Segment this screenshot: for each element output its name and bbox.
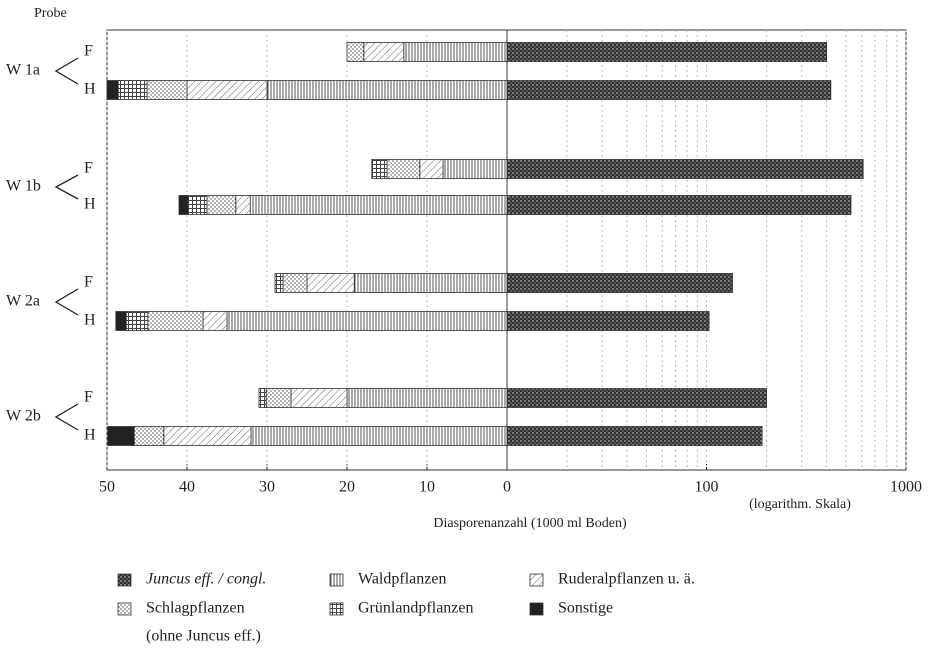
bar: [249, 195, 508, 215]
legend-label: Ruderalpflanzen u. ä.: [558, 571, 695, 588]
legend-swatch: [529, 573, 544, 587]
bar: [506, 80, 832, 100]
legend-label: Waldpflanzen: [358, 571, 446, 588]
log-note: (logarithm. Skala): [749, 497, 851, 512]
bar: [282, 273, 308, 293]
x-tick-label: 10: [419, 479, 435, 496]
x-tick-label: 20: [339, 479, 355, 496]
legend-swatch: [329, 602, 344, 616]
bar: [346, 388, 508, 408]
bar: [442, 159, 508, 179]
bar: [266, 80, 508, 100]
x-axis-label: Diasporenanzahl (1000 ml Boden): [433, 516, 627, 531]
legend-swatch: [117, 602, 132, 616]
bar: [147, 311, 204, 331]
group-label: W 1b: [6, 178, 41, 195]
bracket: [54, 288, 79, 316]
bar: [371, 159, 388, 179]
bar: [226, 311, 508, 331]
bar: [506, 42, 828, 62]
bar: [163, 426, 252, 446]
row-label: F: [84, 389, 93, 406]
bar: [186, 80, 268, 100]
legend-label: Juncus eff. / congl.: [146, 571, 266, 588]
bar: [506, 311, 710, 331]
bar: [265, 388, 292, 408]
bar: [115, 311, 127, 331]
bar: [235, 195, 251, 215]
bar: [133, 426, 165, 446]
bracket: [54, 174, 79, 200]
legend-label: Sonstige: [558, 600, 613, 617]
x-tick-label: 0: [503, 479, 511, 496]
x2-tick-label: 1000: [890, 479, 922, 496]
bar: [178, 195, 189, 215]
bar: [419, 159, 444, 179]
bar: [506, 426, 763, 446]
row-label: H: [84, 196, 96, 213]
bar: [306, 273, 355, 293]
legend-note: (ohne Juncus eff.): [146, 628, 261, 645]
group-label: W 1a: [6, 62, 40, 79]
bar: [274, 273, 284, 293]
row-label: F: [84, 274, 93, 291]
row-axis-label: Probe: [34, 6, 67, 21]
row-label: H: [84, 81, 96, 98]
bar: [346, 42, 365, 62]
bar: [258, 388, 267, 408]
legend-swatch: [529, 602, 544, 616]
row-label: F: [84, 160, 93, 177]
group-label: W 2b: [6, 408, 41, 425]
bar: [106, 80, 119, 100]
bar: [290, 388, 348, 408]
bar: [250, 426, 508, 446]
bracket: [54, 57, 79, 85]
bar: [363, 42, 405, 62]
legend-label: Grünlandpflanzen: [358, 600, 474, 617]
bar: [107, 426, 135, 446]
bar: [353, 273, 508, 293]
bar: [202, 311, 228, 331]
bar: [146, 80, 188, 100]
group-label: W 2a: [6, 293, 40, 310]
x-tick-label: 30: [259, 479, 275, 496]
x2-tick-label: 100: [695, 479, 719, 496]
legend-swatch: [329, 573, 344, 587]
legend-label: Schlagpflanzen: [146, 600, 245, 617]
bar: [506, 195, 852, 215]
row-label: H: [84, 427, 96, 444]
bar: [506, 159, 864, 179]
bar: [506, 388, 767, 408]
bar: [187, 195, 208, 215]
bar: [117, 80, 148, 100]
bar: [386, 159, 421, 179]
bar: [403, 42, 508, 62]
bracket: [54, 403, 79, 431]
x-tick-label: 50: [99, 479, 115, 496]
row-label: H: [84, 312, 96, 329]
legend-swatch: [117, 573, 132, 587]
bar: [506, 273, 733, 293]
bar: [125, 311, 149, 331]
bar: [206, 195, 237, 215]
x-tick-label: 40: [179, 479, 195, 496]
row-label: F: [84, 43, 93, 60]
